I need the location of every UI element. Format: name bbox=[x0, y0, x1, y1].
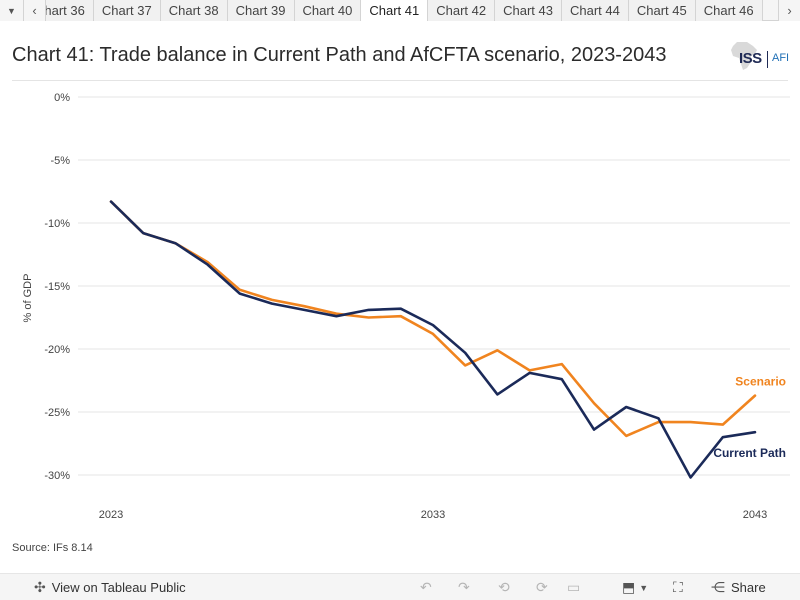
tab-chart-40[interactable]: Chart 40 bbox=[294, 0, 362, 21]
y-tick-label: -10% bbox=[44, 218, 70, 230]
x-tick-label: 2023 bbox=[99, 509, 123, 521]
x-tick-label: 2043 bbox=[743, 509, 767, 521]
tab-chart-46[interactable]: Chart 46 bbox=[695, 0, 763, 21]
revert-icon: ⟲ bbox=[498, 579, 510, 595]
tableau-toolbar: ✣ View on Tableau Public ↶ ↷ ⟲ ⟳ ▭ ⬒ ▼ ⛶… bbox=[0, 573, 800, 600]
tab-chart-39[interactable]: Chart 39 bbox=[227, 0, 295, 21]
undo-icon: ↶ bbox=[420, 579, 432, 595]
series-label-scenario: Scenario bbox=[735, 375, 786, 389]
source-note: Source: IFs 8.14 bbox=[12, 542, 93, 554]
share-label: Share bbox=[731, 580, 766, 595]
tab-chart-44[interactable]: Chart 44 bbox=[562, 0, 629, 21]
refresh-icon: ⟳ bbox=[536, 579, 548, 595]
tableau-logo-icon: ✣ bbox=[34, 579, 46, 595]
tab-chart-38[interactable]: Chart 38 bbox=[160, 0, 228, 21]
fullscreen-button[interactable]: ⛶ bbox=[673, 574, 683, 600]
line-chart[interactable]: 0% -5% -10% -15% -20% -25% -30% 2023 2033 2043 Cur… bbox=[0, 82, 800, 532]
tab-chart-36[interactable]: Chart 36 bbox=[46, 0, 94, 21]
share-icon: ⋲ bbox=[711, 579, 725, 595]
chevron-down-icon: ▼ bbox=[639, 582, 649, 593]
pause-icon: ▭ bbox=[567, 579, 581, 595]
redo-button[interactable]: ↷ bbox=[458, 574, 470, 600]
download-button[interactable]: ⬒ ▼ bbox=[622, 574, 648, 600]
iss-afi-logo: ISS AFI bbox=[727, 38, 791, 74]
view-on-tableau-link[interactable]: ✣ View on Tableau Public bbox=[34, 574, 186, 600]
logo-iss-text: ISS bbox=[739, 50, 762, 67]
fullscreen-icon: ⛶ bbox=[673, 579, 683, 595]
logo-divider bbox=[767, 51, 768, 68]
series-line-current-path bbox=[109, 200, 757, 479]
view-on-tableau-label: View on Tableau Public bbox=[51, 580, 186, 595]
y-tick-label: -15% bbox=[44, 281, 70, 293]
download-icon: ⬒ bbox=[622, 579, 636, 595]
tab-next-chevron-icon[interactable]: › bbox=[778, 0, 800, 21]
tab-chart-43[interactable]: Chart 43 bbox=[495, 0, 562, 21]
y-tick-label: 0% bbox=[54, 92, 70, 104]
tab-chart-41[interactable]: Chart 41 bbox=[361, 0, 429, 21]
x-tick-label: 2033 bbox=[421, 509, 445, 521]
y-tick-label: -30% bbox=[44, 470, 70, 482]
tab-chart-37[interactable]: Chart 37 bbox=[93, 0, 161, 21]
y-tick-label: -25% bbox=[44, 407, 70, 419]
y-tick-label: -5% bbox=[50, 155, 70, 167]
series-label-current-path: Current Path bbox=[713, 446, 786, 460]
undo-button[interactable]: ↶ bbox=[420, 574, 432, 600]
page-title: Chart 41: Trade balance in Current Path … bbox=[12, 44, 667, 66]
revert-button[interactable]: ⟲ bbox=[498, 574, 510, 600]
tab-menu-icon[interactable]: ▼ bbox=[0, 0, 24, 21]
share-button[interactable]: ⋲ Share bbox=[711, 574, 766, 600]
redo-icon: ↷ bbox=[458, 579, 470, 595]
africa-map-icon bbox=[731, 42, 757, 70]
tab-chart-45[interactable]: Chart 45 bbox=[628, 0, 696, 21]
pause-button[interactable]: ▭ bbox=[567, 574, 580, 600]
series-line-scenario bbox=[109, 200, 757, 438]
chart-area[interactable]: 0% -5% -10% -15% -20% -25% -30% 2023 2033 2043 Cur… bbox=[0, 82, 800, 532]
tab-prev-chevron-icon[interactable]: ‹ bbox=[24, 0, 46, 21]
refresh-button[interactable]: ⟳ bbox=[536, 574, 548, 600]
header-divider bbox=[12, 80, 788, 81]
y-tick-label: -20% bbox=[44, 344, 70, 356]
y-axis-title: % of GDP bbox=[22, 273, 34, 323]
logo-afi-text: AFI bbox=[772, 52, 790, 64]
tab-chart-42[interactable]: Chart 42 bbox=[428, 0, 496, 21]
